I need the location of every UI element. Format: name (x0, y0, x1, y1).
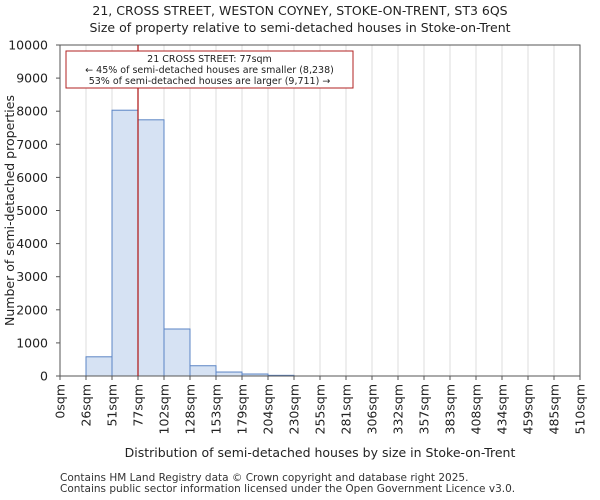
y-tick-label: 8000 (16, 104, 48, 119)
y-tick-label: 1000 (16, 335, 48, 350)
bar-77sqm (137, 119, 165, 377)
y-tick-label: 6000 (16, 170, 48, 185)
x-tick-label: 179sqm (235, 384, 250, 434)
annotation-line-2: ← 45% of semi-detached houses are smalle… (85, 65, 334, 76)
x-tick-label: 230sqm (287, 384, 302, 434)
y-axis-label: Number of semi-detached properties (2, 95, 17, 326)
y-axis: 0 1000 2000 3000 4000 5000 6000 7000 8000 9000 100… (8, 38, 60, 384)
bar-26sqm (85, 356, 113, 377)
x-tick-label: 51sqm (105, 384, 120, 427)
x-tick-label: 281sqm (339, 384, 354, 434)
bars (85, 109, 295, 377)
x-axis-label: Distribution of semi-detached houses by … (125, 445, 516, 460)
annotation-box (65, 50, 354, 89)
gridlines (59, 45, 581, 376)
y-tick-label: 10000 (8, 38, 48, 53)
y-tick-label: 4000 (16, 236, 48, 251)
footer-line-2: Contains public sector information licen… (60, 483, 516, 495)
x-tick-label: 357sqm (417, 384, 432, 434)
x-tick-label: 408sqm (469, 384, 484, 434)
x-tick-label: 332sqm (391, 384, 406, 434)
y-tick-label: 2000 (16, 302, 48, 317)
y-tick-label: 0 (40, 369, 48, 384)
histogram-chart: 0 1000 2000 3000 4000 5000 6000 7000 8000 9000 100… (2, 38, 588, 461)
x-tick-label: 153sqm (209, 384, 224, 434)
chart-subtitle: Size of property relative to semi-detach… (89, 20, 511, 35)
x-tick-label: 0sqm (53, 384, 68, 419)
x-axis: 0sqm 26sqm 51sqm 77sqm 102sqm 128sqm 153sqm 179… (53, 376, 588, 434)
x-tick-label: 434sqm (495, 384, 510, 434)
x-tick-label: 306sqm (365, 384, 380, 434)
x-tick-label: 77sqm (131, 384, 146, 427)
annotation-line-1: 21 CROSS STREET: 77sqm (147, 54, 272, 65)
y-tick-label: 7000 (16, 137, 48, 152)
x-tick-label: 128sqm (183, 384, 198, 434)
chart-title-block: 21, CROSS STREET, WESTON COYNEY, STOKE-O… (0, 2, 600, 36)
property-annotation: 21 CROSS STREET: 77sqm ← 45% of semi-det… (65, 50, 354, 89)
x-tick-label: 102sqm (157, 384, 172, 434)
x-tick-label: 204sqm (261, 384, 276, 434)
bar-51sqm (111, 109, 139, 377)
y-tick-label: 9000 (16, 71, 48, 86)
chart-title: 21, CROSS STREET, WESTON COYNEY, STOKE-O… (92, 3, 508, 18)
x-tick-label: 255sqm (313, 384, 328, 434)
annotation-line-3: 53% of semi-detached houses are larger (… (89, 76, 331, 87)
footer: Contains HM Land Registry data © Crown c… (60, 473, 515, 495)
bar-128sqm (189, 365, 217, 377)
x-tick-label: 459sqm (521, 384, 536, 434)
x-tick-label: 383sqm (443, 384, 458, 434)
y-tick-label: 5000 (16, 203, 48, 218)
x-tick-label: 26sqm (79, 384, 94, 427)
footer-line-1: Contains HM Land Registry data © Crown c… (60, 472, 469, 484)
bar-153sqm (215, 371, 243, 377)
y-tick-label: 3000 (16, 269, 48, 284)
x-tick-label: 510sqm (573, 384, 588, 434)
x-tick-label: 485sqm (547, 384, 562, 434)
bar-102sqm (163, 328, 191, 377)
